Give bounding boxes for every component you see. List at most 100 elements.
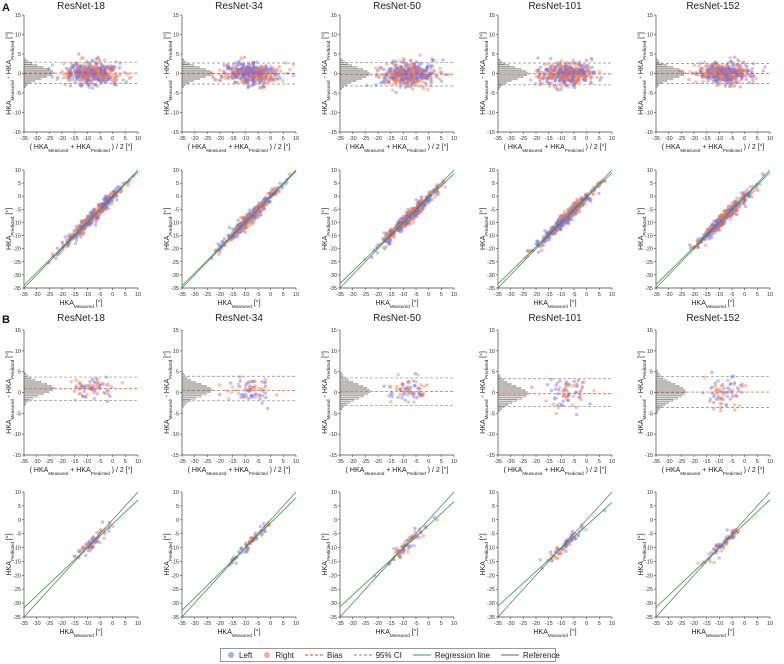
data-point-left bbox=[431, 59, 435, 63]
data-point-left bbox=[95, 62, 99, 67]
data-point-left bbox=[103, 75, 107, 79]
data-point-left bbox=[63, 235, 67, 239]
data-point-left bbox=[97, 78, 102, 83]
data-point-right bbox=[120, 381, 124, 385]
histogram-bar bbox=[23, 74, 52, 76]
data-point-left bbox=[87, 64, 92, 69]
histogram-bar bbox=[181, 64, 194, 67]
data-point-left bbox=[392, 68, 397, 73]
data-point-right bbox=[98, 73, 102, 77]
data-point-right bbox=[86, 68, 90, 72]
data-point-right bbox=[91, 71, 95, 76]
data-point-left bbox=[106, 78, 110, 82]
axis-label-part: HKA bbox=[6, 100, 13, 115]
data-point-right bbox=[105, 388, 109, 393]
data-point-left bbox=[85, 80, 89, 85]
data-point-left bbox=[542, 73, 546, 77]
axis-label-subscript: Measured bbox=[642, 80, 647, 101]
axis-label: HKAMeasured [°] bbox=[59, 299, 102, 309]
x-tick-label: 5 bbox=[282, 459, 285, 465]
histogram-bar bbox=[339, 60, 345, 63]
axis-label-part: [°] bbox=[163, 32, 171, 41]
data-point-right bbox=[75, 64, 80, 68]
data-point-right bbox=[78, 391, 83, 396]
data-point-right bbox=[60, 69, 64, 74]
histogram-bar bbox=[655, 80, 667, 82]
axis-label-part: [°] bbox=[5, 351, 13, 360]
axis-label-part: HKA bbox=[533, 300, 548, 307]
data-point-right bbox=[563, 209, 567, 214]
data-point-left bbox=[88, 66, 92, 71]
histogram-bar bbox=[23, 64, 38, 67]
data-point-right bbox=[110, 66, 115, 71]
data-point-right bbox=[91, 77, 96, 82]
data-point-right bbox=[275, 68, 280, 72]
x-tick-label: -35 bbox=[178, 292, 186, 298]
data-point-left bbox=[67, 75, 72, 80]
panel-a-bland-altman-2: ResNet-34-35 -30 -25 -20 -15 -10 -5 0 5 10-15-10-… bbox=[163, 1, 299, 153]
data-point-right bbox=[262, 70, 266, 74]
data-point-left bbox=[721, 222, 725, 226]
histogram-bar bbox=[181, 68, 206, 71]
histogram-bar bbox=[497, 87, 500, 90]
data-point-right bbox=[67, 71, 71, 76]
data-point-right bbox=[269, 64, 273, 68]
data-point-right bbox=[258, 67, 262, 72]
x-tick-label: -30 bbox=[191, 459, 199, 465]
data-point-left bbox=[85, 67, 89, 71]
data-point-left bbox=[124, 80, 129, 84]
axis-label-part: ( HKA bbox=[346, 144, 365, 151]
x-tick-label: 10 bbox=[135, 292, 141, 298]
data-point-right bbox=[271, 66, 275, 70]
panel-title: ResNet-18 bbox=[57, 1, 105, 12]
y-tick-label: -5 bbox=[16, 91, 21, 97]
data-point-right bbox=[95, 57, 99, 61]
data-point-right bbox=[84, 74, 89, 78]
data-point-right bbox=[429, 79, 433, 83]
data-point-left bbox=[87, 78, 91, 82]
histogram-bar bbox=[23, 378, 36, 381]
y-tick-label: 0 bbox=[650, 72, 653, 78]
axis-label-part: HKA bbox=[164, 235, 171, 250]
histogram-bar bbox=[23, 374, 28, 377]
data-point-right bbox=[80, 67, 85, 71]
data-point-left bbox=[72, 63, 77, 68]
histogram-bar bbox=[497, 82, 507, 84]
data-point-right bbox=[73, 398, 77, 402]
y-tick-label: -15 bbox=[329, 130, 337, 136]
histogram-bar bbox=[655, 60, 660, 63]
data-point-right bbox=[446, 73, 451, 77]
x-tick-label: 0 bbox=[269, 459, 272, 465]
x-tick-label: -35 bbox=[178, 136, 186, 142]
data-point-left bbox=[69, 71, 74, 76]
data-point-left bbox=[77, 74, 81, 78]
x-tick-label: 10 bbox=[135, 136, 141, 142]
data-point-left bbox=[259, 78, 263, 83]
axis-label-part: ) / 2 [°] bbox=[426, 143, 449, 151]
data-point-left bbox=[245, 73, 250, 77]
data-point-right bbox=[92, 68, 96, 73]
data-point-right bbox=[560, 74, 565, 78]
y-tick-label: 15 bbox=[489, 13, 495, 19]
data-point-right bbox=[78, 73, 83, 78]
data-point-right bbox=[77, 79, 82, 83]
y-tick-label: -30 bbox=[329, 273, 337, 279]
x-tick-label: -30 bbox=[507, 136, 515, 142]
data-point-left bbox=[92, 71, 96, 75]
y-tick-label: 15 bbox=[331, 13, 337, 19]
axis-label: ( HKAMeasured + HKAPredicted ) / 2 [°] bbox=[346, 143, 449, 153]
data-point-right bbox=[564, 74, 569, 78]
y-tick-label: 10 bbox=[647, 33, 653, 39]
data-point-left bbox=[79, 84, 83, 88]
data-point-right bbox=[93, 76, 97, 80]
data-point-left bbox=[536, 239, 540, 243]
data-point-right bbox=[78, 77, 82, 81]
data-point-right bbox=[256, 69, 261, 73]
panel-title: ResNet-152 bbox=[686, 1, 740, 12]
axis-label: HKAMeasured - HKAPredicted [°] bbox=[479, 32, 489, 115]
data-point-right bbox=[81, 72, 85, 76]
data-point-right bbox=[74, 378, 78, 382]
histogram-bar bbox=[497, 76, 523, 78]
axis-label-subscript: Predicted bbox=[168, 216, 173, 236]
data-point-left bbox=[75, 68, 79, 72]
